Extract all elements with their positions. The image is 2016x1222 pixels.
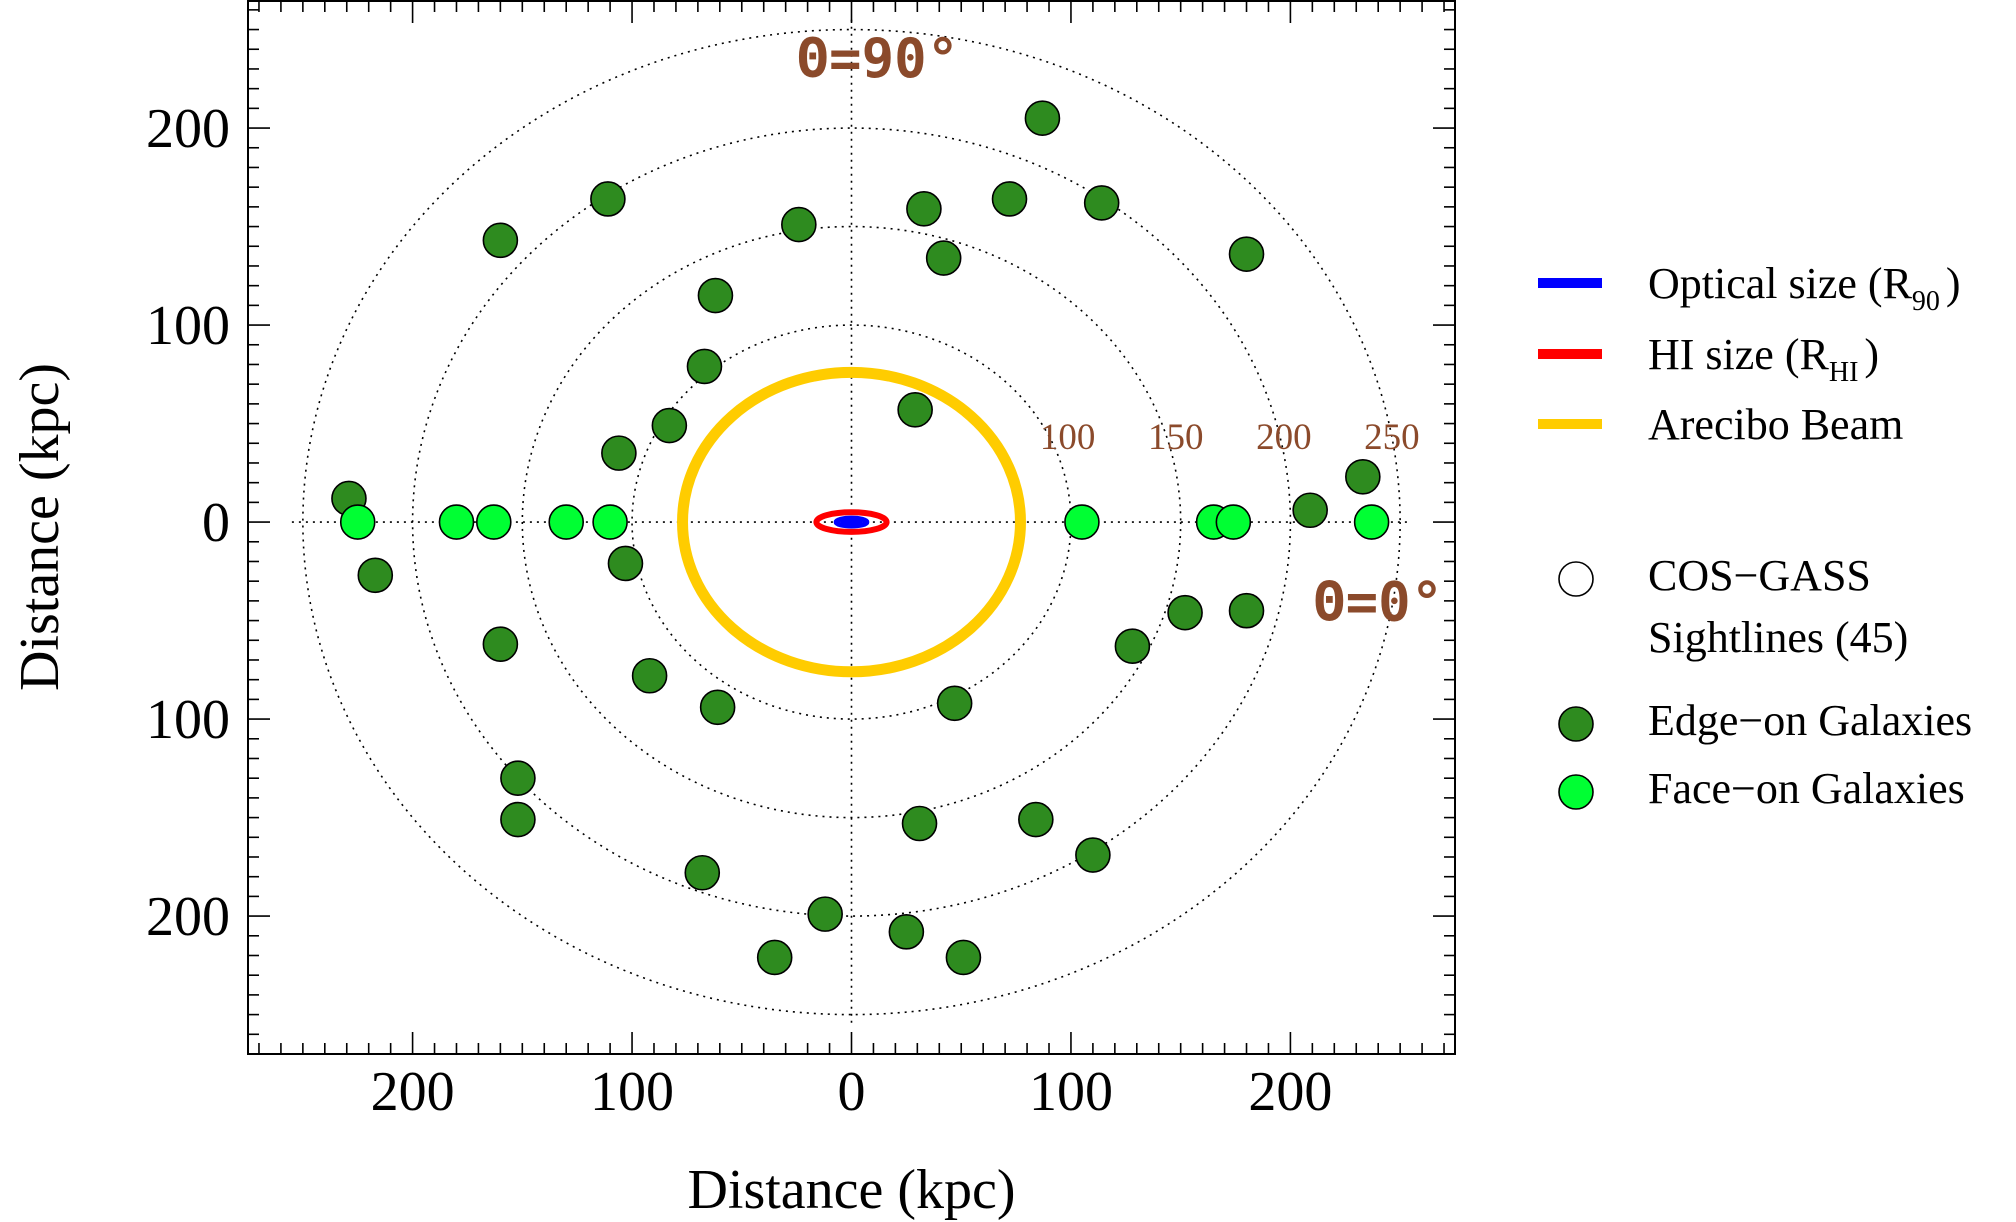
edge-on-galaxies-point-27 xyxy=(1292,492,1328,529)
legend-label-edge-on-galaxies: Edge−on Galaxies xyxy=(1648,696,1972,745)
ellipse-hi-size-r-hi- xyxy=(813,509,890,535)
edge-on-galaxies-point-1 xyxy=(357,557,394,594)
x-tick-label: 100 xyxy=(1029,1061,1113,1123)
ring-label-150: 150 xyxy=(1148,417,1204,458)
edge-on-galaxies-point-35 xyxy=(897,391,933,428)
x-tick-label: 0 xyxy=(838,1061,866,1123)
legend-marker-face-on-galaxies xyxy=(1558,774,1594,810)
legend-label-hi-size-r: HI size (RHI) xyxy=(1648,330,1879,388)
ring-label-200: 200 xyxy=(1256,417,1312,458)
edge-on-galaxies-point-3 xyxy=(590,181,626,217)
legend-marker-cos-gass xyxy=(1558,561,1594,597)
legend: Optical size (R90) HI size (RHI) Arecibo B… xyxy=(1538,259,1972,813)
edge-on-galaxies-point-14 xyxy=(500,801,536,838)
y-tick-label: 200 xyxy=(146,98,230,160)
edge-on-galaxies-point-28 xyxy=(1345,458,1381,495)
face-on-galaxies-point-0 xyxy=(339,504,376,540)
theta-0-label: Θ=0° xyxy=(1313,571,1443,634)
edge-on-galaxies-point-21 xyxy=(1018,801,1054,838)
legend-label-arecibo-beam: Arecibo Beam xyxy=(1648,400,1903,449)
x-tick-label: 100 xyxy=(590,1061,674,1123)
edge-on-galaxies-point-31 xyxy=(991,181,1028,217)
ring-label-100: 100 xyxy=(1040,417,1096,458)
ring-label-250: 250 xyxy=(1364,417,1420,458)
y-tick-label: 200 xyxy=(146,886,230,948)
edge-on-galaxies-point-11 xyxy=(631,657,668,694)
edge-on-galaxies-point-18 xyxy=(888,914,925,950)
plot-area: 100 150 200 250 Θ=90° Θ=0° xyxy=(291,19,1443,1025)
legend-marker-edge-on-galaxies xyxy=(1558,706,1594,742)
face-on-galaxies-point-4 xyxy=(592,504,628,540)
range-ring-200 xyxy=(411,127,1292,917)
y-tick-label: 100 xyxy=(146,295,230,357)
y-tick-label: 100 xyxy=(146,689,230,751)
edge-on-galaxies-point-2 xyxy=(482,222,519,259)
face-on-galaxies-point-3 xyxy=(548,504,585,540)
theta-90-label: Θ=90° xyxy=(797,27,960,90)
edge-on-galaxies-point-13 xyxy=(500,760,536,796)
edge-on-galaxies-point-4 xyxy=(781,206,817,243)
edge-on-galaxies-point-16 xyxy=(807,896,843,932)
face-on-galaxies-point-2 xyxy=(475,504,512,540)
edge-on-galaxies-point-17 xyxy=(756,939,793,976)
ellipse-optical-size-r-90- xyxy=(833,515,870,529)
edge-on-galaxies-point-33 xyxy=(925,240,962,276)
x-axis-title: Distance (kpc) xyxy=(687,1159,1015,1221)
y-tick-label: 0 xyxy=(202,492,230,554)
edge-on-galaxies-point-10 xyxy=(482,626,519,663)
legend-label-sightlines-45: Sightlines (45) xyxy=(1648,613,1908,662)
axes: 200 100 0 100 200 200 100 0 100 200 xyxy=(146,0,1456,1123)
edge-on-galaxies-point-8 xyxy=(601,435,637,471)
face-on-galaxies-point-1 xyxy=(438,504,475,540)
edge-on-galaxies-point-25 xyxy=(1167,594,1203,631)
ellipse-arecibo-beam xyxy=(677,366,1026,678)
edge-on-galaxies-point-23 xyxy=(936,685,973,722)
edge-on-galaxies-point-26 xyxy=(1228,592,1265,629)
edge-on-galaxies-point-34 xyxy=(1024,100,1061,137)
edge-on-galaxies-point-9 xyxy=(607,545,644,582)
edge-on-galaxies-point-12 xyxy=(699,689,736,726)
face-on-galaxies-point-5 xyxy=(1064,504,1100,540)
edge-on-galaxies-point-5 xyxy=(697,277,734,314)
edge-on-galaxies-point-30 xyxy=(1083,185,1120,221)
range-ring-250 xyxy=(302,28,1401,1016)
face-on-galaxies-point-7 xyxy=(1215,504,1252,540)
edge-on-galaxies-point-7 xyxy=(651,407,688,444)
edge-on-galaxies-point-20 xyxy=(901,805,938,842)
face-on-galaxies-point-8 xyxy=(1353,504,1390,540)
edge-on-galaxies-point-24 xyxy=(1114,628,1151,664)
edge-on-galaxies-point-19 xyxy=(945,939,982,976)
edge-on-galaxies-point-6 xyxy=(686,348,723,385)
optical-size-fill xyxy=(840,519,863,525)
y-axis-title: Distance (kpc) xyxy=(9,363,71,691)
legend-label-face-on-galaxies: Face−on Galaxies xyxy=(1648,764,1965,813)
edge-on-galaxies-point-15 xyxy=(684,854,721,891)
x-tick-label: 200 xyxy=(371,1061,455,1123)
legend-label-optical-size-r: Optical size (R90) xyxy=(1648,259,1961,317)
range-ring-150 xyxy=(521,225,1182,819)
x-tick-label: 200 xyxy=(1248,1061,1332,1123)
edge-on-galaxies-point-22 xyxy=(1075,837,1111,873)
edge-on-galaxies-point-29 xyxy=(1228,236,1265,272)
edge-on-galaxies-point-32 xyxy=(906,191,942,227)
legend-label-cos-gass: COS−GASS xyxy=(1648,551,1871,600)
